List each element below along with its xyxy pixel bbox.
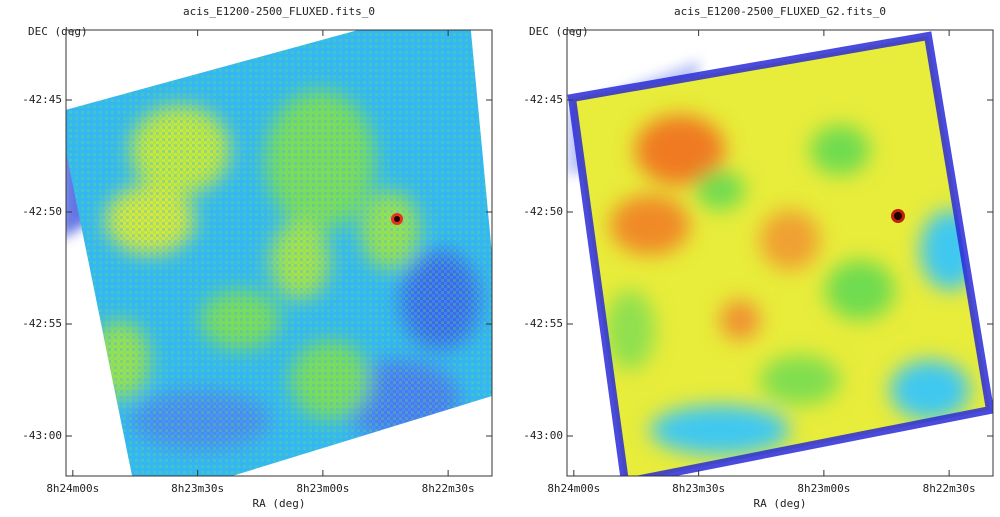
x-tick-label: 8h23m00s bbox=[797, 482, 850, 495]
plot-frame bbox=[566, 29, 994, 477]
y-axis-label: DEC (deg) bbox=[529, 25, 589, 38]
x-tick-label: 8h22m30s bbox=[422, 482, 475, 495]
panel-title: acis_E1200-2500_FLUXED_G2.fits_0 bbox=[674, 5, 886, 18]
x-tick-label: 8h23m00s bbox=[296, 482, 349, 495]
y-tick-label: -43:00 bbox=[22, 429, 62, 442]
x-axis-label: RA (deg) bbox=[754, 497, 807, 510]
x-tick-label: 8h22m30s bbox=[923, 482, 976, 495]
y-tick-label: -42:55 bbox=[523, 317, 563, 330]
y-tick-label: -42:45 bbox=[22, 93, 62, 106]
plot-frame bbox=[65, 29, 493, 477]
y-tick-label: -42:45 bbox=[523, 93, 563, 106]
image-raw bbox=[66, 30, 492, 476]
x-tick-label: 8h24m00s bbox=[46, 482, 99, 495]
y-tick-label: -42:55 bbox=[22, 317, 62, 330]
x-tick-label: 8h23m30s bbox=[171, 482, 224, 495]
x-tick-label: 8h24m00s bbox=[547, 482, 600, 495]
panel-title: acis_E1200-2500_FLUXED.fits_0 bbox=[183, 5, 375, 18]
y-axis-label: DEC (deg) bbox=[28, 25, 88, 38]
y-tick-label: -42:50 bbox=[22, 205, 62, 218]
image-smoothed bbox=[567, 31, 993, 476]
x-tick-label: 8h23m30s bbox=[672, 482, 725, 495]
x-axis-label: RA (deg) bbox=[253, 497, 306, 510]
y-tick-label: -43:00 bbox=[523, 429, 563, 442]
y-tick-label: -42:50 bbox=[523, 205, 563, 218]
